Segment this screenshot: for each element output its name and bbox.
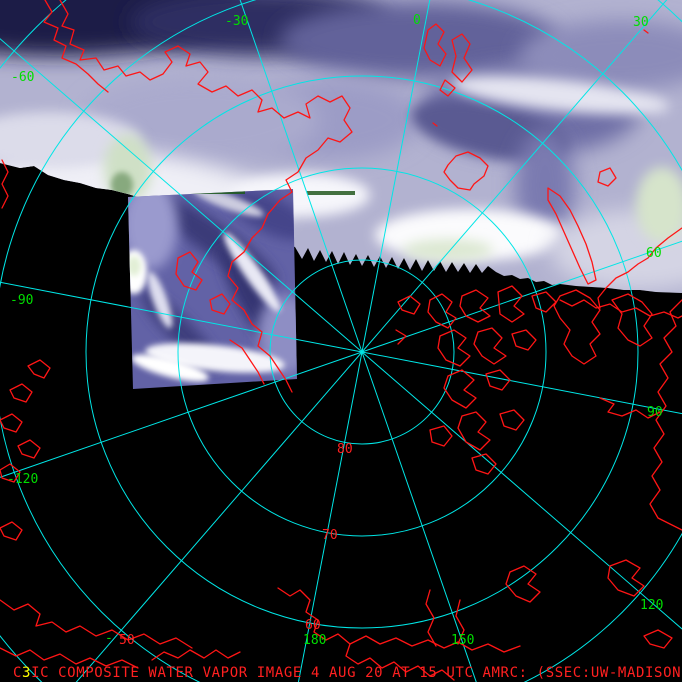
siberia-coast-branch xyxy=(599,397,661,419)
lon-label-30: 30 xyxy=(633,15,649,30)
river-line2 xyxy=(455,599,465,645)
bottom-island2 xyxy=(607,559,645,597)
latitude-circle-60 xyxy=(85,75,639,629)
river-line1 xyxy=(425,589,437,647)
patch-coastline-detail2 xyxy=(209,293,231,315)
band-coast-dot2 xyxy=(643,29,649,34)
lat-label-70: 70 xyxy=(322,528,338,543)
svalbard-coastline2 xyxy=(451,33,473,83)
lon-label-m90: -90 xyxy=(10,293,33,308)
caption-part1: C xyxy=(13,665,22,681)
svalbard-coastline3 xyxy=(439,79,456,97)
norway-island xyxy=(597,167,617,187)
patch-coastline-detail xyxy=(175,251,203,291)
lon-label-120: 120 xyxy=(640,598,663,613)
greenland-coastline xyxy=(59,0,353,393)
caption-highlight-3: 3 xyxy=(22,665,31,681)
bottom-coastline-left xyxy=(0,599,193,649)
latitude-circle-70 xyxy=(177,167,547,537)
lon-label-m30: -30 xyxy=(225,14,248,29)
caption-text: C3IC COMPOSITE WATER VAPOR IMAGE 4 AUG 2… xyxy=(13,665,682,681)
norway-coastline xyxy=(597,227,682,309)
white-sea-coastline xyxy=(559,299,682,319)
lon-label-150: 150 xyxy=(451,633,474,648)
bottom-coastline-islets xyxy=(151,649,241,661)
archipelago-islands xyxy=(395,285,653,475)
bottom-island1 xyxy=(505,565,541,603)
bottom-coastline-center2 xyxy=(349,635,521,653)
lat-label-50: 50 xyxy=(119,633,135,648)
caption-part3: IC COMPOSITE WATER VAPOR IMAGE 4 AUG 20 … xyxy=(31,665,682,681)
inset-satellite-patch xyxy=(128,189,297,389)
novaya-zemlya-coastline xyxy=(547,187,597,285)
bottom-island3 xyxy=(643,629,673,649)
band-coast-dot1 xyxy=(432,122,438,127)
lon-label-m120: -120 xyxy=(7,472,38,487)
latitude-labels: 80 70 60 50 xyxy=(119,442,353,648)
siberia-mainland-coastline xyxy=(649,299,682,531)
lon-label-180: 180 xyxy=(303,633,326,648)
svalbard-coastline xyxy=(423,23,447,67)
lon-label-m150-dash: - xyxy=(105,631,113,646)
lon-label-90: 90 xyxy=(647,405,663,420)
bottom-coastline-left2 xyxy=(0,647,139,669)
left-edge-coast-fragment xyxy=(1,159,9,209)
greenland-west-coastline xyxy=(43,0,109,93)
lat-label-60: 60 xyxy=(305,618,321,633)
longitude-labels: 0 30 60 90 120 150 180 -30 -60 -90 -120 … xyxy=(7,13,663,648)
lon-label-0: 0 xyxy=(413,13,421,28)
lat-label-80: 80 xyxy=(337,442,353,457)
latitude-circle-80 xyxy=(269,259,455,445)
patch-coastline-detail3 xyxy=(229,339,265,385)
lon-label-m60: -60 xyxy=(11,70,34,85)
water-vapor-band-image xyxy=(0,0,682,293)
left-edge-islands xyxy=(0,359,51,541)
iceland-coastline xyxy=(443,151,489,191)
bottom-coastline-center xyxy=(277,587,455,681)
lon-label-60: 60 xyxy=(646,246,662,261)
